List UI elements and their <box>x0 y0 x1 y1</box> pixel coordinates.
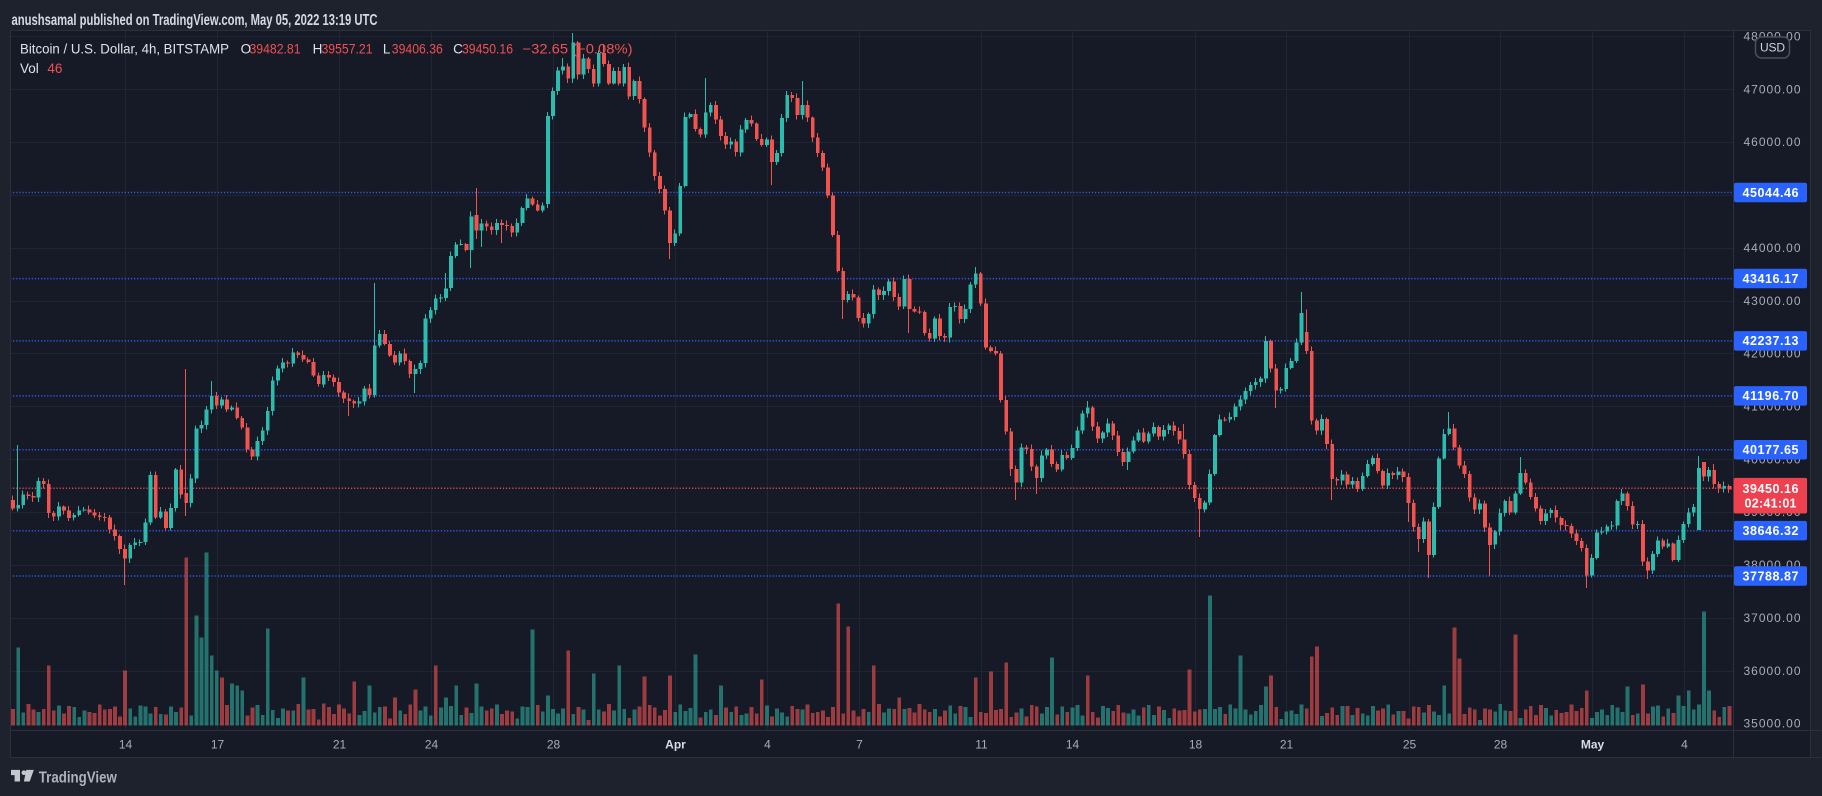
svg-text:Bitcoin / U.S. Dollar, 4h, BIT: Bitcoin / U.S. Dollar, 4h, BITSTAMP <box>20 42 229 57</box>
svg-text:17: 17 <box>211 738 225 752</box>
svg-text:35000.00: 35000.00 <box>1744 717 1801 731</box>
svg-text:39406.36: 39406.36 <box>392 42 443 57</box>
svg-text:39450.16: 39450.16 <box>1743 482 1799 496</box>
svg-text:21: 21 <box>1280 738 1294 752</box>
svg-text:L: L <box>383 42 391 57</box>
svg-text:C: C <box>453 42 463 57</box>
svg-text:39482.81: 39482.81 <box>250 42 301 57</box>
svg-text:Apr: Apr <box>665 738 686 752</box>
svg-text:18: 18 <box>1189 738 1203 752</box>
svg-text:25: 25 <box>1403 738 1417 752</box>
svg-text:46: 46 <box>47 61 62 76</box>
svg-text:38646.32: 38646.32 <box>1743 524 1799 538</box>
svg-text:37000.00: 37000.00 <box>1744 611 1801 625</box>
svg-text:TradingView: TradingView <box>39 770 118 787</box>
svg-text:42237.13: 42237.13 <box>1743 334 1799 348</box>
svg-text:11: 11 <box>975 738 988 752</box>
svg-text:37788.87: 37788.87 <box>1743 569 1799 583</box>
svg-text:4: 4 <box>764 738 771 752</box>
svg-text:21: 21 <box>333 738 347 752</box>
svg-text:28: 28 <box>1494 738 1508 752</box>
svg-text:Vol: Vol <box>20 61 39 76</box>
svg-text:O: O <box>241 42 252 57</box>
svg-text:41196.70: 41196.70 <box>1743 389 1799 403</box>
svg-text:46000.00: 46000.00 <box>1744 135 1801 149</box>
svg-text:39450.16: 39450.16 <box>462 42 513 57</box>
svg-text:24: 24 <box>425 738 439 752</box>
svg-text:39557.21: 39557.21 <box>322 42 373 57</box>
svg-text:28: 28 <box>547 738 561 752</box>
svg-text:4: 4 <box>1681 738 1688 752</box>
svg-text:14: 14 <box>1066 738 1080 752</box>
svg-text:45044.46: 45044.46 <box>1743 186 1799 200</box>
svg-text:USD: USD <box>1760 41 1785 55</box>
svg-text:36000.00: 36000.00 <box>1744 664 1801 678</box>
svg-text:43000.00: 43000.00 <box>1744 294 1801 308</box>
svg-text:14: 14 <box>119 738 133 752</box>
svg-text:7: 7 <box>856 738 863 752</box>
svg-text:H: H <box>313 42 323 57</box>
svg-text:40177.65: 40177.65 <box>1743 443 1799 457</box>
svg-text:anushsamal published on Tradin: anushsamal published on TradingView.com,… <box>12 12 378 29</box>
svg-text:43416.17: 43416.17 <box>1743 272 1799 286</box>
svg-text:47000.00: 47000.00 <box>1744 82 1801 96</box>
svg-text:44000.00: 44000.00 <box>1744 241 1801 255</box>
svg-text:02:41:01: 02:41:01 <box>1745 497 1797 511</box>
svg-text:May: May <box>1581 738 1605 752</box>
